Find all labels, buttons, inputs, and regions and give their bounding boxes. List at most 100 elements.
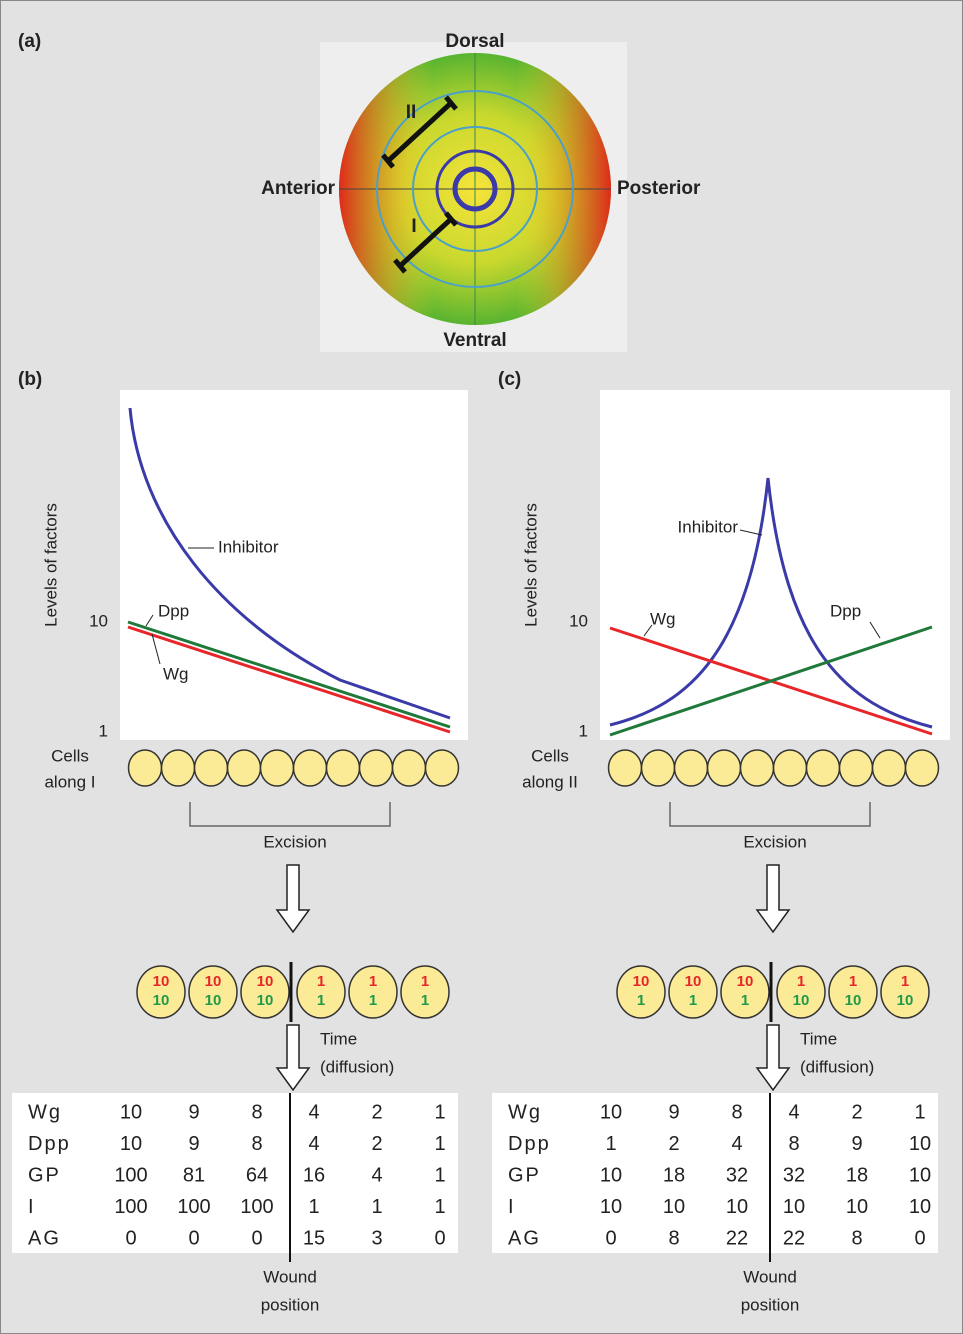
- table-box: [12, 1093, 458, 1253]
- row-name: Wg: [508, 1101, 542, 1123]
- cell: [162, 750, 195, 786]
- cell: [675, 750, 708, 786]
- table-value: 1: [308, 1196, 319, 1218]
- y-tick-label: 10: [569, 611, 588, 630]
- table-value: 100: [114, 1164, 147, 1186]
- anterior-label: Anterior: [261, 178, 336, 199]
- table-value: 4: [308, 1101, 319, 1123]
- table-value: 32: [726, 1164, 748, 1186]
- table-value: 9: [188, 1133, 199, 1155]
- row-name: AG: [508, 1227, 541, 1249]
- row-name: GP: [28, 1164, 61, 1186]
- table-value: 10: [600, 1101, 622, 1123]
- figure: (a) Dorsal Ventral Anterior Posterior II…: [0, 0, 963, 1334]
- row-name: Dpp: [28, 1133, 71, 1155]
- table-value: 1: [434, 1133, 445, 1155]
- y-tick-label: 1: [99, 721, 108, 740]
- table-value: 1: [605, 1133, 616, 1155]
- ventral-label: Ventral: [443, 330, 506, 351]
- table-value: 18: [846, 1164, 868, 1186]
- table-value: 16: [303, 1164, 325, 1186]
- table-value: 15: [303, 1227, 325, 1249]
- wound-label: position: [261, 1295, 320, 1314]
- cells-label: Cells: [51, 746, 89, 765]
- table-value: 22: [783, 1227, 805, 1249]
- cell-dpp-value: 10: [845, 992, 862, 1009]
- table-value: 18: [663, 1164, 685, 1186]
- y-tick-label: 10: [89, 611, 108, 630]
- time-label: Time: [800, 1029, 837, 1048]
- panel-label: (b): [18, 369, 42, 390]
- cell-wg-value: 10: [633, 973, 650, 990]
- table-value: 2: [371, 1133, 382, 1155]
- cell: [840, 750, 873, 786]
- table-value: 10: [663, 1196, 685, 1218]
- line-2-label: II: [406, 102, 417, 123]
- disc: [339, 53, 611, 325]
- table-value: 8: [251, 1101, 262, 1123]
- table-value: 4: [371, 1164, 382, 1186]
- cell-dpp-value: 1: [421, 992, 429, 1009]
- table-value: 2: [668, 1133, 679, 1155]
- curve-label: Wg: [163, 664, 189, 683]
- cell-wg-value: 10: [205, 973, 222, 990]
- y-axis-label: Levels of factors: [41, 503, 60, 627]
- table-value: 4: [731, 1133, 742, 1155]
- cell: [609, 750, 642, 786]
- table-value: 10: [120, 1101, 142, 1123]
- table-value: 10: [783, 1196, 805, 1218]
- table-value: 8: [731, 1101, 742, 1123]
- cell: [873, 750, 906, 786]
- cell: [906, 750, 939, 786]
- table-value: 1: [434, 1196, 445, 1218]
- cell-dpp-value: 10: [153, 992, 170, 1009]
- row-name: Wg: [28, 1101, 62, 1123]
- table-value: 1: [371, 1196, 382, 1218]
- cell-dpp-value: 10: [205, 992, 222, 1009]
- cell: [426, 750, 459, 786]
- panel-label: (c): [498, 369, 521, 390]
- cell: [195, 750, 228, 786]
- table-value: 10: [909, 1133, 931, 1155]
- cell: [807, 750, 840, 786]
- table-value: 8: [851, 1227, 862, 1249]
- table-value: 2: [851, 1101, 862, 1123]
- table-value: 0: [434, 1227, 445, 1249]
- table-value: 4: [788, 1101, 799, 1123]
- table-value: 8: [251, 1133, 262, 1155]
- table-value: 10: [600, 1196, 622, 1218]
- posterior-label: Posterior: [617, 178, 701, 199]
- table-value: 0: [188, 1227, 199, 1249]
- excision-label: Excision: [743, 832, 806, 851]
- cells-label: Cells: [531, 746, 569, 765]
- excision-label: Excision: [263, 832, 326, 851]
- table-value: 100: [114, 1196, 147, 1218]
- table-value: 10: [909, 1196, 931, 1218]
- table-value: 32: [783, 1164, 805, 1186]
- row-name: I: [28, 1196, 36, 1218]
- cell: [741, 750, 774, 786]
- cell-wg-value: 10: [257, 973, 274, 990]
- table-value: 1: [914, 1101, 925, 1123]
- cell-dpp-value: 10: [257, 992, 274, 1009]
- cell-wg-value: 10: [685, 973, 702, 990]
- cell-dpp-value: 1: [689, 992, 697, 1009]
- dorsal-label: Dorsal: [445, 31, 504, 52]
- table-value: 1: [434, 1164, 445, 1186]
- cell-dpp-value: 1: [317, 992, 325, 1009]
- cell-dpp-value: 1: [369, 992, 377, 1009]
- table-value: 3: [371, 1227, 382, 1249]
- cell: [294, 750, 327, 786]
- wound-label: Wound: [263, 1267, 317, 1286]
- table-value: 100: [240, 1196, 273, 1218]
- cells-label: along II: [522, 772, 578, 791]
- table-value: 0: [251, 1227, 262, 1249]
- time-label: (diffusion): [800, 1057, 874, 1076]
- table-value: 10: [120, 1133, 142, 1155]
- row-name: I: [508, 1196, 516, 1218]
- row-name: Dpp: [508, 1133, 551, 1155]
- cell-wg-value: 10: [153, 973, 170, 990]
- time-label: Time: [320, 1029, 357, 1048]
- panel-label: (a): [18, 31, 41, 52]
- table-value: 0: [605, 1227, 616, 1249]
